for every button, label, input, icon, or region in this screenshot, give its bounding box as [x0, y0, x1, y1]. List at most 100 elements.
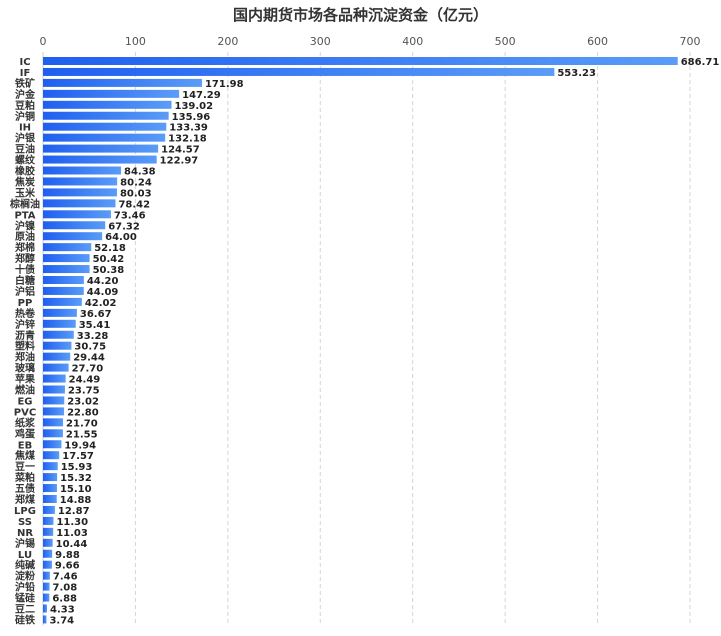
bar [43, 232, 103, 241]
bar [43, 516, 54, 525]
bar [43, 374, 66, 383]
bar [43, 549, 53, 558]
bar [43, 429, 63, 438]
x-tick-label: 600 [587, 35, 608, 48]
data-label: 3.74 [49, 615, 74, 626]
y-tick-label: 沪镍 [15, 219, 35, 232]
data-label: 44.09 [87, 287, 119, 298]
data-label: 124.57 [161, 145, 200, 156]
y-tick-label: 燃油 [15, 384, 35, 397]
bar [43, 243, 92, 252]
data-label: 686.71 [681, 57, 720, 68]
y-tick-label: PP [18, 298, 33, 309]
bar [43, 615, 47, 624]
y-tick-label: IC [19, 57, 30, 68]
data-label: 17.57 [62, 451, 94, 462]
data-label: 23.75 [68, 386, 100, 397]
y-tick-label: EG [17, 396, 32, 407]
bar [43, 286, 84, 295]
data-label: 50.42 [93, 254, 125, 265]
x-tick-label: 500 [495, 35, 516, 48]
y-tick-label: 沥青 [15, 329, 35, 342]
y-tick-label: 郑油 [15, 351, 35, 364]
data-label: 15.32 [60, 473, 92, 484]
data-label: 4.33 [50, 605, 75, 616]
y-tick-label: 沪银 [15, 132, 36, 145]
y-tick-label: 五债 [15, 482, 35, 495]
y-tick-label: 豆粕 [15, 99, 35, 112]
bar [43, 276, 84, 284]
data-label: 12.87 [58, 506, 90, 517]
bar [43, 144, 159, 153]
bar [43, 221, 106, 230]
data-label: 122.97 [160, 156, 199, 167]
y-tick-label: 郑煤 [15, 493, 35, 506]
bar [43, 396, 65, 405]
data-label: 24.49 [69, 375, 101, 386]
bar [43, 188, 117, 197]
bar [43, 538, 53, 547]
y-tick-label: 锰硅 [15, 592, 35, 605]
y-tick-label: 淀粉 [15, 570, 35, 583]
bar [43, 418, 64, 427]
data-label: 30.75 [74, 342, 106, 353]
y-tick-label: 螺纹 [15, 154, 36, 167]
y-tick-label: 郑醇 [15, 252, 35, 265]
data-label: 52.18 [94, 243, 126, 254]
bar [43, 254, 90, 263]
bar [43, 177, 118, 186]
data-label: 9.88 [55, 550, 80, 561]
bar [43, 265, 90, 274]
bar [43, 560, 52, 569]
data-label: 11.30 [56, 517, 88, 528]
bar [43, 133, 166, 142]
bar [43, 604, 48, 613]
data-label: 22.80 [67, 407, 99, 418]
data-label: 36.67 [80, 309, 112, 320]
y-tick-label: 白糖 [15, 274, 35, 287]
bar [43, 199, 116, 208]
bar [43, 451, 60, 460]
y-tick-label: PVC [14, 407, 36, 418]
data-label: 133.39 [169, 123, 208, 134]
chart-title: 国内期货市场各品种沉淀资金（亿元） [232, 6, 488, 24]
x-tick-label: 400 [402, 35, 423, 48]
data-label: 9.66 [55, 561, 80, 572]
bar [43, 484, 57, 493]
data-label: 44.20 [87, 276, 119, 287]
bar [43, 407, 65, 416]
data-label: 23.02 [67, 396, 99, 407]
y-tick-label: 玉米 [15, 186, 36, 199]
data-label: 21.55 [66, 429, 98, 440]
bar [43, 341, 72, 350]
data-label: 80.03 [120, 188, 152, 199]
data-label: 73.46 [114, 210, 146, 221]
y-tick-label: 沪锡 [15, 537, 35, 550]
bar [43, 89, 180, 98]
y-tick-label: 鸡蛋 [14, 427, 35, 440]
bar [43, 505, 55, 514]
y-tick-label: 焦煤 [14, 449, 35, 462]
y-tick-label: 塑料 [15, 340, 35, 353]
data-label: 171.98 [205, 79, 244, 90]
bar [43, 210, 111, 219]
data-label: 135.96 [172, 112, 211, 123]
x-tick-label: 0 [40, 35, 47, 48]
data-label: 7.08 [53, 583, 78, 594]
y-tick-label: 原油 [15, 230, 35, 243]
y-tick-label: 沪锌 [15, 318, 35, 331]
y-tick-label: SS [18, 517, 32, 528]
data-label: 14.88 [60, 495, 92, 506]
x-tick-label: 100 [125, 35, 146, 48]
y-tick-label: 纯碱 [15, 559, 35, 572]
y-tick-label: LU [18, 550, 32, 561]
data-label: 29.44 [73, 353, 105, 364]
y-tick-label: 十债 [15, 263, 35, 276]
bar [43, 593, 50, 602]
data-label: 21.70 [66, 418, 98, 429]
y-tick-label: 铁矿 [15, 77, 35, 90]
bar [43, 462, 58, 471]
y-tick-label: 热卷 [15, 307, 36, 320]
y-tick-label: 纸浆 [15, 416, 36, 429]
